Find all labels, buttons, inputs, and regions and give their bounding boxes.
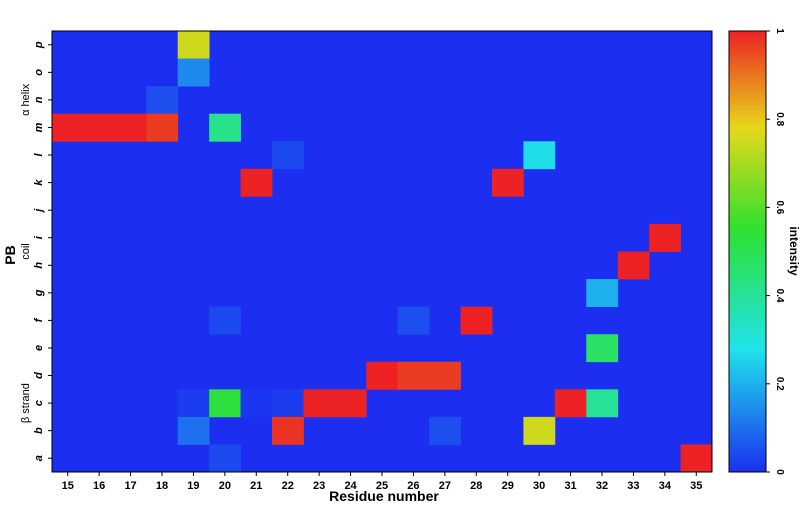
x-tick-label: 16 bbox=[93, 480, 105, 492]
y-tick-label: f bbox=[33, 317, 45, 322]
heatmap-cell bbox=[177, 389, 210, 418]
y-axis-ticks: p o n m l k j i h g f e d c b a bbox=[33, 41, 52, 461]
heatmap-cell bbox=[523, 416, 556, 445]
y-tick-label: e bbox=[33, 345, 45, 351]
y-tick-label: i bbox=[33, 235, 45, 239]
x-tick-label: 20 bbox=[219, 480, 231, 492]
x-tick-label: 34 bbox=[659, 480, 672, 492]
heatmap-cell bbox=[586, 389, 619, 418]
y-tick-label: d bbox=[33, 372, 45, 379]
heatmap-cell bbox=[492, 168, 524, 197]
heatmap-cell bbox=[209, 444, 241, 473]
x-axis-ticks: 15 16 17 18 19 20 21 22 23 24 25 26 27 28 29 30 31 32 33 34… bbox=[62, 472, 702, 492]
x-tick-label: 26 bbox=[407, 480, 419, 492]
y-tick-label: k bbox=[33, 179, 45, 186]
row-group-label: coil bbox=[20, 243, 32, 260]
heatmap-cell bbox=[146, 86, 179, 115]
x-tick-label: 35 bbox=[690, 480, 702, 492]
x-tick-label: 18 bbox=[156, 480, 168, 492]
y-tick-label: c bbox=[33, 400, 45, 406]
x-tick-label: 32 bbox=[596, 480, 608, 492]
colorbar-tick-label: 0.6 bbox=[774, 200, 785, 214]
heatmap-cells bbox=[51, 30, 713, 473]
x-tick-label: 27 bbox=[439, 480, 451, 492]
x-tick-label: 24 bbox=[344, 480, 357, 492]
heatmap-cell bbox=[240, 389, 273, 418]
colorbar-ticks: 0 0.2 0.4 0.6 0.8 1 bbox=[766, 28, 785, 475]
heatmap-cell bbox=[397, 306, 430, 335]
y-tick-label: m bbox=[33, 122, 45, 132]
y-tick-label: l bbox=[33, 153, 45, 157]
heatmap-cell bbox=[272, 141, 304, 170]
heatmap-cell bbox=[240, 168, 273, 197]
heatmap-cell bbox=[83, 113, 116, 142]
y-tick-label: b bbox=[33, 427, 45, 434]
heatmap-cell bbox=[146, 113, 179, 142]
colorbar bbox=[728, 30, 767, 473]
heatmap-cell bbox=[114, 113, 147, 142]
colorbar-tick-label: 0.2 bbox=[774, 377, 785, 391]
heatmap-cell bbox=[586, 279, 619, 308]
heatmap-cell bbox=[177, 416, 210, 445]
x-tick-label: 15 bbox=[62, 480, 74, 492]
heatmap-cell bbox=[397, 361, 430, 390]
heatmap-cell bbox=[52, 113, 84, 142]
heatmap-cell bbox=[303, 389, 336, 418]
y-tick-label: j bbox=[33, 208, 45, 214]
row-group-label: α helix bbox=[20, 83, 32, 116]
heatmap-cell bbox=[586, 334, 619, 363]
heatmap-cell bbox=[523, 141, 556, 170]
heatmap-cell bbox=[460, 306, 493, 335]
row-group-labels: α helix coil β strand bbox=[20, 83, 32, 423]
x-tick-label: 30 bbox=[533, 480, 545, 492]
y-tick-label: a bbox=[33, 455, 45, 461]
heatmap-cell bbox=[177, 31, 210, 59]
y-tick-label: p bbox=[33, 41, 45, 49]
x-tick-label: 28 bbox=[470, 480, 482, 492]
heatmap-cell bbox=[680, 444, 713, 473]
heatmap-cell bbox=[177, 58, 210, 87]
x-tick-label: 17 bbox=[124, 480, 136, 492]
x-tick-label: 29 bbox=[502, 480, 514, 492]
x-tick-label: 22 bbox=[282, 480, 294, 492]
colorbar-tick-label: 1 bbox=[774, 28, 785, 34]
y-tick-label: n bbox=[33, 96, 45, 103]
y-axis-title: PB bbox=[2, 245, 18, 264]
x-tick-label: 21 bbox=[250, 480, 262, 492]
heatmap-cell bbox=[209, 389, 241, 418]
heatmap-cell bbox=[429, 416, 461, 445]
y-tick-label: o bbox=[33, 69, 45, 76]
colorbar-title: intensity bbox=[787, 226, 800, 276]
heatmap-cell bbox=[554, 389, 587, 418]
x-tick-label: 33 bbox=[627, 480, 639, 492]
x-tick-label: 25 bbox=[376, 480, 388, 492]
heatmap-cell bbox=[649, 223, 681, 252]
x-tick-label: 23 bbox=[313, 480, 325, 492]
heatmap-cell bbox=[366, 361, 399, 390]
colorbar-tick-label: 0.8 bbox=[774, 112, 785, 126]
y-tick-label: h bbox=[33, 262, 45, 269]
heatmap-cell bbox=[617, 251, 650, 280]
y-tick-label: g bbox=[33, 289, 45, 297]
heatmap-cell bbox=[334, 389, 367, 418]
heatmap-cell bbox=[209, 306, 241, 335]
heatmap-cell bbox=[272, 416, 304, 445]
colorbar-tick-label: 0.4 bbox=[774, 289, 785, 303]
colorbar-tick-label: 0 bbox=[774, 469, 785, 475]
x-axis-title: Residue number bbox=[329, 488, 439, 504]
x-tick-label: 31 bbox=[564, 480, 576, 492]
x-tick-label: 19 bbox=[187, 480, 199, 492]
heatmap-cell bbox=[272, 389, 304, 418]
row-group-label: β strand bbox=[20, 383, 32, 423]
heatmap-cell bbox=[429, 361, 461, 390]
heatmap-cell bbox=[209, 113, 241, 142]
